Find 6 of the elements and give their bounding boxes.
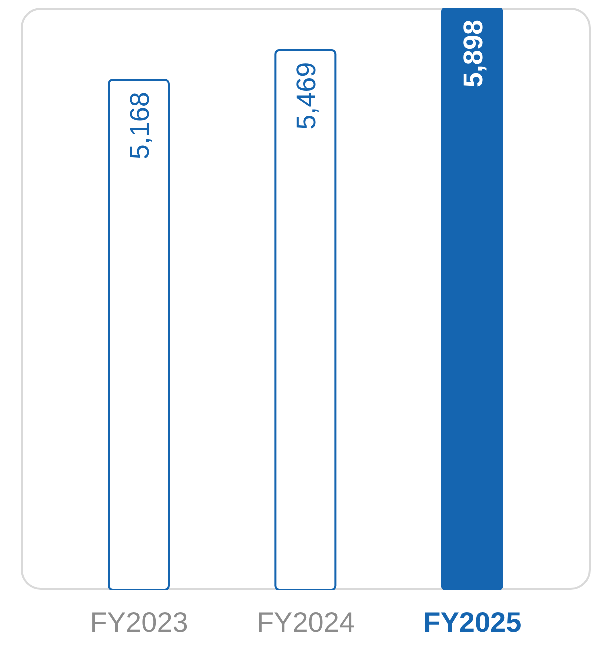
data-label: 5,898 — [458, 20, 488, 88]
data-label: 5,168 — [125, 92, 155, 160]
x-tick-label: FY2023 — [90, 607, 188, 638]
data-label: 5,469 — [292, 62, 322, 130]
x-tick-label: FY2024 — [256, 607, 356, 638]
x-tick-label: FY2025 — [424, 607, 522, 638]
